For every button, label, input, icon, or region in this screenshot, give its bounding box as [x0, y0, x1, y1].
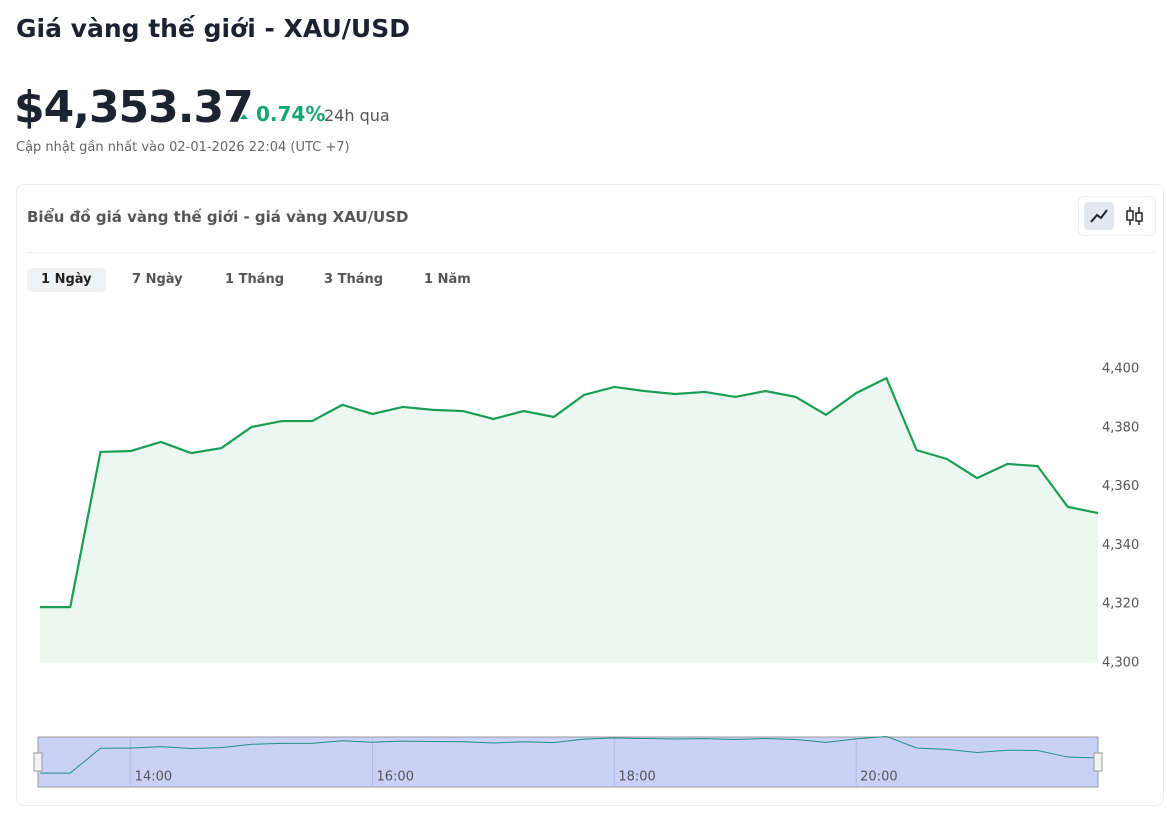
tab[interactable]: 3 Tháng: [324, 272, 384, 287]
navigator: [37, 736, 1099, 788]
chart-type-toggle: [1078, 196, 1156, 236]
tab[interactable]: 7 Ngày: [132, 272, 183, 287]
navigator-handle[interactable]: [1093, 752, 1103, 772]
price-line: [40, 376, 1099, 609]
area: [40, 378, 1098, 663]
price: $4,353.37: [14, 82, 254, 133]
tab[interactable]: 1 Năm: [424, 272, 471, 287]
x-tick-label: 16:00: [377, 770, 414, 785]
x-tick-label: 20:00: [860, 770, 897, 785]
y-tick-label: 4,360: [1102, 479, 1139, 494]
y-tick-label: 4,400: [1102, 362, 1139, 377]
card-title: Biểu đồ giá vàng thế giới - giá vàng XAU…: [27, 208, 409, 226]
separator: [27, 252, 1155, 253]
price-change: 0.74%: [256, 102, 326, 126]
x-tick-label: 14:00: [135, 770, 172, 785]
period: 24h qua: [324, 106, 390, 125]
line-icon: [1090, 209, 1108, 223]
toggle-icons: [1084, 202, 1143, 230]
page-title: Giá vàng thế giới - XAU/USD: [16, 14, 410, 43]
updated-time: Cập nhật gần nhất vào 02-01-2026 22:04 (…: [16, 140, 350, 155]
navigator-line: [40, 735, 1099, 774]
y-tick-label: 4,300: [1102, 656, 1139, 671]
chart-card: [16, 184, 1164, 806]
y-tick-label: 4,380: [1102, 420, 1139, 435]
navigator-handle[interactable]: [33, 752, 43, 772]
candle-button[interactable]: [1126, 207, 1143, 225]
tab[interactable]: 1 Tháng: [225, 272, 285, 287]
y-tick-label: 4,320: [1102, 597, 1139, 612]
tab[interactable]: 1 Ngày: [27, 268, 106, 292]
y-tick-label: 4,340: [1102, 538, 1139, 553]
up-arrow: [240, 114, 248, 119]
x-tick-label: 18:00: [618, 770, 655, 785]
